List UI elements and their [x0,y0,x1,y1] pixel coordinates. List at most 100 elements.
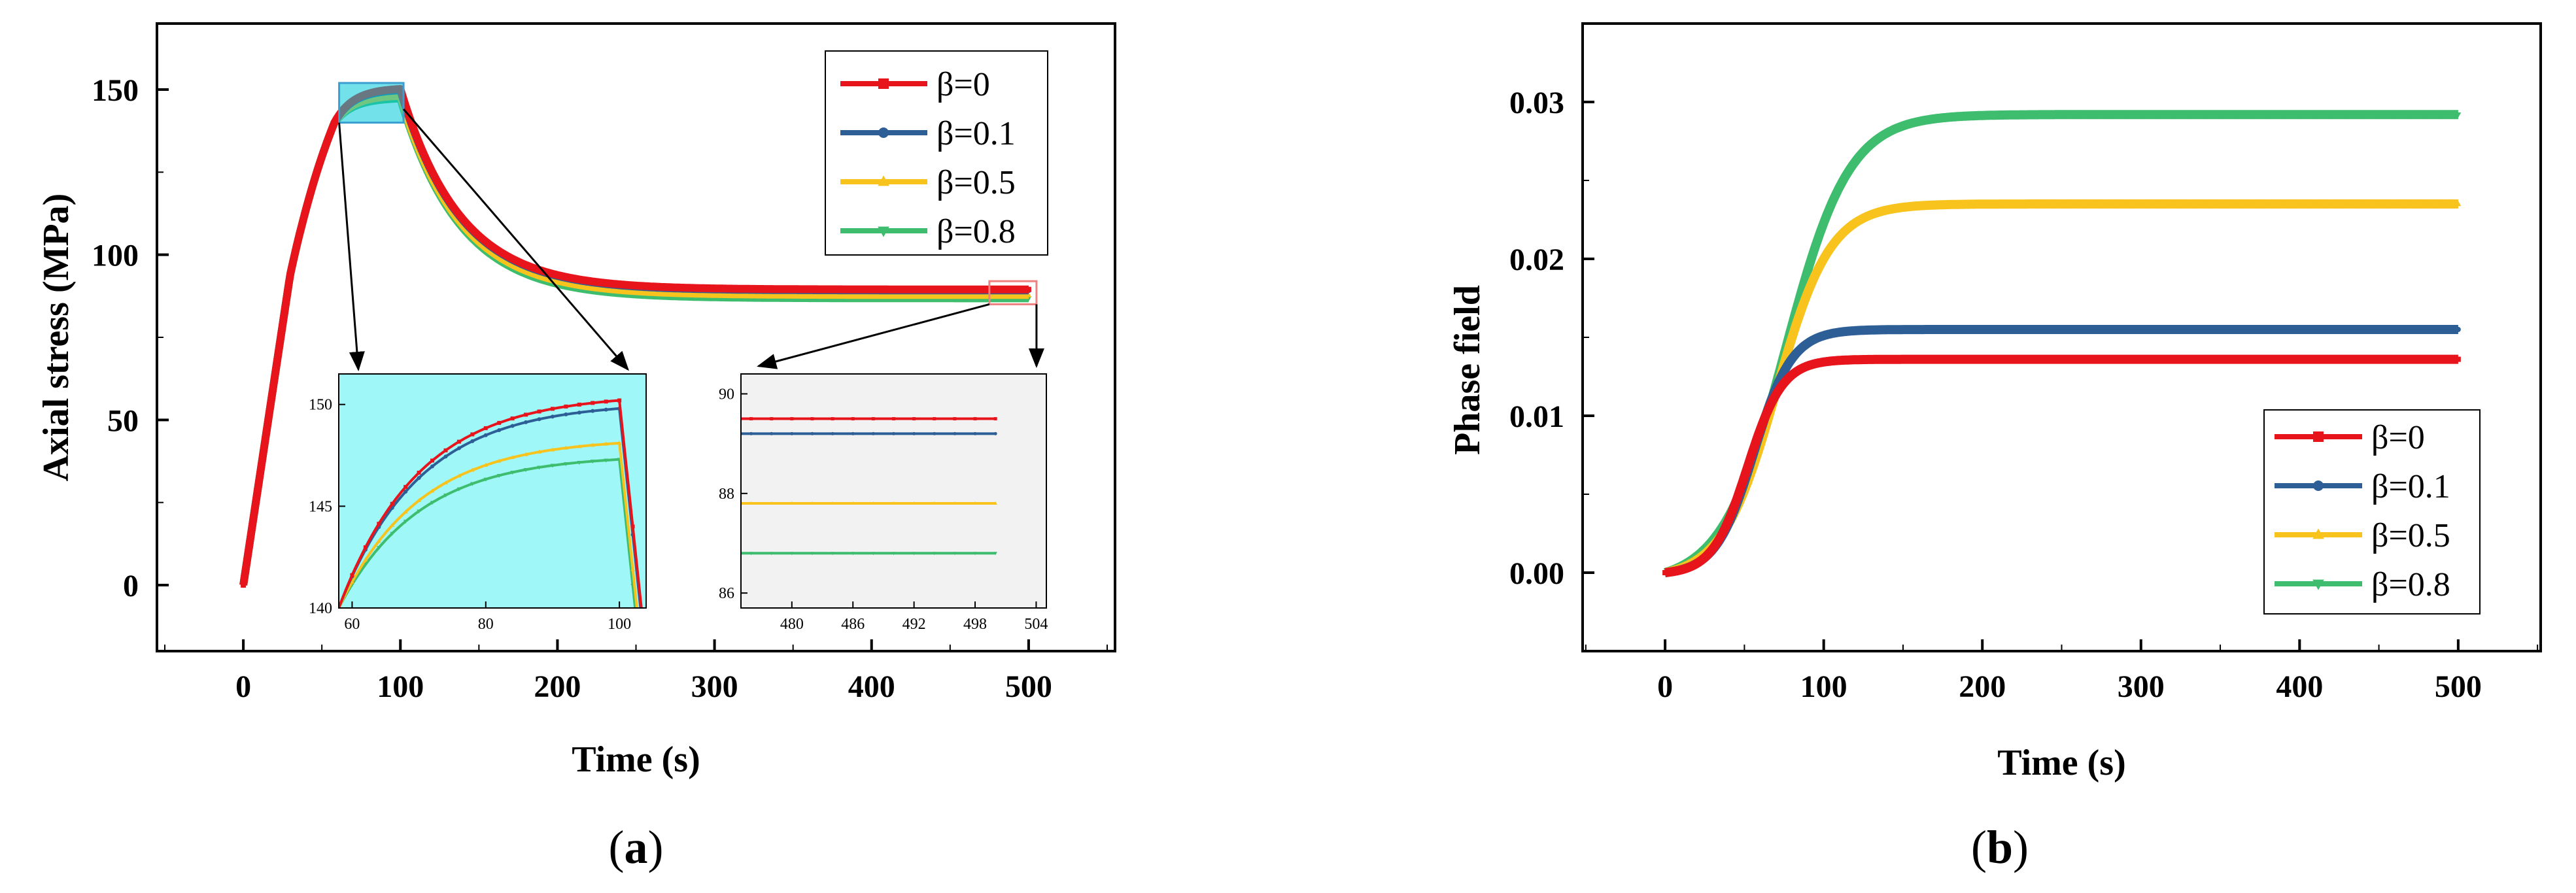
series-marker-1 [2186,327,2191,332]
inset-1-marker-0 [537,409,541,414]
x-tick-label: 500 [2435,669,2482,704]
series-marker-0 [1932,356,1938,362]
series-marker-2 [2296,201,2303,207]
series-marker-3 [2217,112,2224,118]
series-marker-2 [1979,201,1985,207]
inset-1-marker-3 [537,465,541,470]
series-marker-3 [2392,112,2398,118]
inset-2-marker-0 [892,417,895,421]
y-tick-label: 150 [92,73,139,108]
legend-marker-3 [878,226,889,237]
inset-1-marker-2 [590,443,595,447]
inset-1-marker-0 [577,402,581,407]
inset-2-marker-2 [953,501,957,505]
series-marker-2 [1868,211,1874,217]
series-marker-2 [2074,201,2081,207]
series-marker-3 [2265,112,2271,118]
x-tick-label: 200 [534,669,581,704]
series-marker-0 [523,262,529,268]
series-marker-2 [1948,201,1954,207]
series-marker-0 [1694,560,1700,566]
series-marker-0 [1836,358,1842,363]
inset-2: 480 486 492 498 504 86 88 90 [719,373,1048,633]
inset-1-marker-2 [496,458,502,463]
series-marker-0 [507,255,513,261]
y-tick-label: 0 [123,569,139,603]
series-marker-3 [1963,114,1970,120]
series-marker-1 [2312,327,2318,332]
series-marker-2 [2439,201,2446,207]
series-marker-2 [2312,201,2318,207]
inset-1-frame [338,373,647,609]
legend-label-2: β=0.5 [936,164,1016,201]
inset-1-x-tick-label: 60 [344,616,360,633]
series-marker-3 [2011,112,2018,118]
inset-1-marker-2 [456,473,462,478]
inset-2-marker-3 [912,552,916,556]
inset-2-marker-0 [790,417,794,421]
series-marker-0 [256,478,262,484]
series-marker-0 [586,278,592,284]
inset-1-marker-1 [577,411,581,415]
legend-marker-1 [2313,480,2324,491]
inset-1-marker-3 [456,487,462,492]
series-marker-2 [2201,201,2208,207]
inset-1-marker-1 [456,446,461,450]
inset-2-x-tick-label: 480 [780,616,804,633]
series-marker-3 [2296,112,2303,118]
inset-1-marker-2 [363,557,368,562]
series-marker-2 [1852,219,1859,225]
inset-1-marker-0 [404,484,408,489]
inset-2-y-tick-label: 90 [719,386,734,403]
series-marker-1 [2201,327,2207,332]
series-marker-3 [2106,112,2112,118]
series-marker-0 [272,374,278,380]
series-marker-1 [2170,327,2176,332]
zoom-arrow-1 [338,122,365,371]
series-marker-3 [2360,112,2366,118]
series-marker-2 [2154,201,2160,207]
series-marker-0 [853,286,859,292]
inset-2-marker-1 [933,431,936,435]
series-marker-0 [1900,356,1906,362]
series-marker-2 [774,291,781,297]
inset-1-marker-2 [403,509,408,514]
inset-1-marker-0 [604,399,608,404]
series-marker-0 [916,286,921,292]
series-marker-0 [2218,356,2224,362]
series-marker-2 [727,291,733,297]
series-marker-0 [2091,356,2097,362]
inset-1-marker-2 [430,488,435,493]
series-marker-2 [1995,201,2001,207]
inset-1-marker-3 [604,458,608,463]
series-marker-2 [884,292,891,297]
series-marker-2 [1789,334,1795,340]
series-marker-1 [2344,327,2350,332]
series-marker-0 [963,286,969,292]
inset-2-marker-2 [993,501,997,505]
series-marker-3 [1948,114,1954,120]
series-marker-3 [2201,112,2208,118]
inset-1-marker-0 [443,448,448,452]
series-marker-0 [821,286,827,292]
inset-1-marker-3 [577,460,582,465]
series-marker-2 [2455,201,2462,207]
series-marker-2 [539,273,545,279]
inset-1-marker-3 [443,494,448,498]
inset-2-marker-3 [933,552,936,556]
inset-1-marker-0 [470,432,475,437]
inset-1-marker-0 [417,471,421,475]
inset-1-marker-0 [564,404,568,409]
legend-marker-2 [2312,528,2324,539]
inset-1-marker-0 [550,407,555,411]
series-marker-3 [1836,184,1843,190]
legend-label-1: β=0.1 [936,115,1016,152]
series-marker-3 [2074,112,2081,118]
series-marker-1 [2154,327,2160,332]
series-marker-2 [1884,207,1891,212]
inset-1-marker-1 [430,464,435,469]
series-marker-2 [649,289,655,295]
inset-1-marker-2 [350,579,354,584]
series-marker-0 [2439,356,2445,362]
series-marker-2 [2423,201,2430,207]
